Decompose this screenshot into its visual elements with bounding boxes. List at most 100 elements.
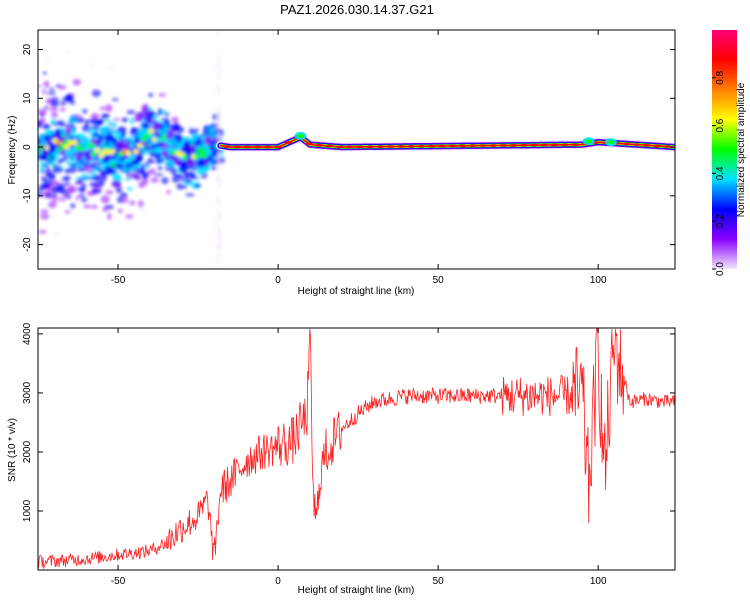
spectrogram-cell xyxy=(41,124,51,130)
spectrogram-cell xyxy=(209,123,215,128)
spectrogram-cell xyxy=(39,209,49,214)
spectrogram-cell xyxy=(89,125,100,130)
spectrogram-cell xyxy=(125,150,132,156)
spectrogram-cell xyxy=(217,152,221,159)
colorbar-tick-label: 0.6 xyxy=(715,118,726,132)
spectrogram-cell xyxy=(107,212,112,221)
spectrogram-cell xyxy=(90,151,97,157)
spectrogram-cell xyxy=(91,176,102,180)
spectrogram-cell xyxy=(92,144,98,149)
spectrogram-cell xyxy=(197,158,204,167)
spectrogram-cell xyxy=(49,87,55,92)
spectrogram-core xyxy=(253,145,262,149)
spectrogram-cell xyxy=(217,173,221,180)
spectrogram-cell xyxy=(98,156,104,164)
spectrogram-x-tick-label: 50 xyxy=(433,275,445,286)
spectrogram-cell xyxy=(108,130,117,134)
spectrogram-core xyxy=(233,145,242,149)
spectrogram-core xyxy=(345,145,354,149)
spectrogram-cell xyxy=(137,200,144,209)
spectrogram-core xyxy=(396,145,405,148)
spectrogram-core xyxy=(366,145,375,149)
spectrogram-cell xyxy=(176,183,185,190)
colorbar-tick-label: 0.4 xyxy=(715,166,726,180)
spectrogram-cell xyxy=(217,87,221,94)
spectrogram-core xyxy=(653,144,662,148)
spectrogram-cell xyxy=(132,158,139,166)
spectrogram-cell xyxy=(218,236,222,243)
spectrogram-core xyxy=(560,143,569,147)
spectrogram-cell xyxy=(53,231,60,237)
spectrogram-cell xyxy=(148,119,154,124)
spectrogram-cell xyxy=(117,174,122,178)
spectrogram-core xyxy=(642,143,651,147)
spectrogram-cell xyxy=(43,135,51,142)
colorbar-tick-label: 0.0 xyxy=(715,262,726,276)
spectrogram-cell xyxy=(79,176,84,181)
spectrogram-cell xyxy=(141,104,149,110)
spectrogram-cell xyxy=(173,145,181,152)
spectrogram-cell xyxy=(70,100,76,105)
spectrogram-x-tick-label: 100 xyxy=(590,275,607,286)
spectrogram-cell xyxy=(194,153,201,159)
spectrogram-cell xyxy=(147,107,153,111)
spectrogram-feature xyxy=(607,140,614,145)
spectrogram-cell xyxy=(140,108,150,114)
snr-y-tick-label: 4000 xyxy=(22,322,33,345)
spectrogram-cell xyxy=(112,120,117,129)
spectrogram-cell xyxy=(104,119,111,123)
spectrogram-cell xyxy=(217,252,221,259)
spectrogram-core xyxy=(243,145,252,149)
spectrogram-core xyxy=(284,141,293,144)
spectrogram-y-tick-label: -10 xyxy=(22,188,33,203)
spectrogram-cells xyxy=(38,30,225,269)
spectrogram-cell xyxy=(194,183,201,188)
spectrogram-cell xyxy=(76,167,87,173)
spectrogram-core xyxy=(458,144,467,148)
spectrogram-cell xyxy=(157,165,163,171)
spectrogram-panel: -50 0 50 100 -20 -10 0 10 20 Height of straight… xyxy=(7,29,676,297)
spectrogram-core xyxy=(540,143,549,147)
spectrogram-cell xyxy=(132,175,142,180)
spectrogram-cell xyxy=(39,161,45,167)
spectrogram-cell xyxy=(61,176,69,182)
spectrogram-cell xyxy=(155,143,163,148)
spectrogram-cell xyxy=(217,230,221,237)
spectrogram-cell xyxy=(70,202,76,209)
spectrogram-cell xyxy=(158,93,167,97)
spectrogram-cell xyxy=(173,158,183,166)
spectrogram-cell xyxy=(89,182,99,187)
spectrogram-cell xyxy=(204,138,213,145)
spectrogram-cell xyxy=(79,139,86,146)
spectrogram-cell xyxy=(99,126,107,135)
spectrogram-cell xyxy=(111,98,119,102)
spectrogram-x-tick-label: -50 xyxy=(111,275,126,286)
spectrogram-cell xyxy=(40,176,46,181)
spectrogram-cell xyxy=(166,189,171,195)
spectrogram-cell xyxy=(121,196,129,204)
spectrogram-cell xyxy=(159,135,166,141)
spectrogram-cell xyxy=(150,177,159,183)
spectrogram-cell xyxy=(65,127,72,135)
snr-marks xyxy=(38,328,675,570)
spectrogram-cell xyxy=(60,107,66,112)
spectrogram-cell xyxy=(112,118,121,122)
spectrogram-cell xyxy=(101,175,108,180)
spectrogram-core xyxy=(325,144,334,148)
spectrogram-cell xyxy=(47,91,57,95)
spectrogram-core xyxy=(376,145,385,148)
spectrogram-cell xyxy=(48,107,59,112)
spectrogram-core xyxy=(448,144,457,148)
spectrogram-cell xyxy=(63,144,70,150)
spectrogram-cell xyxy=(38,229,47,235)
spectrogram-cell xyxy=(147,168,156,175)
spectrogram-cell xyxy=(76,187,85,192)
spectrogram-cell xyxy=(99,169,107,176)
spectrogram-cell xyxy=(132,116,140,123)
spectrogram-cell xyxy=(105,104,113,113)
spectrogram-cell xyxy=(216,126,220,133)
spectrogram-cell xyxy=(94,147,101,153)
spectrogram-cell xyxy=(143,123,150,130)
spectrogram-cell xyxy=(216,64,220,71)
spectrogram-core xyxy=(315,144,324,147)
